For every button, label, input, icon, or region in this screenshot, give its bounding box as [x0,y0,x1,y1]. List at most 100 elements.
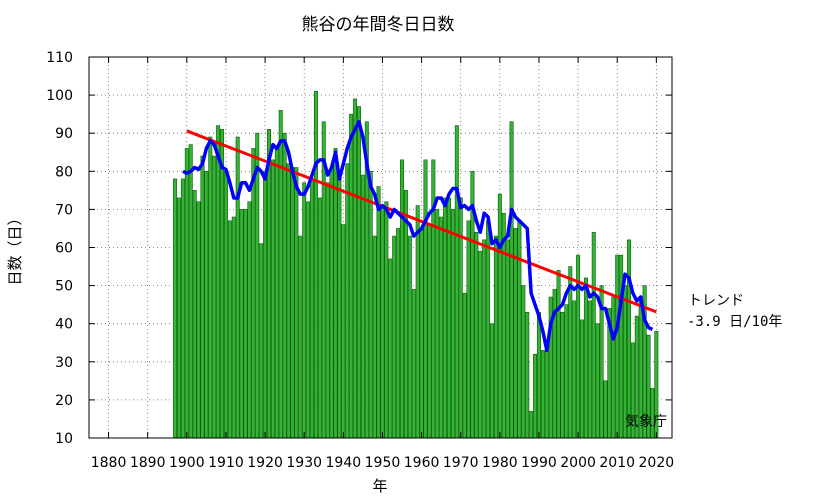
y-axis-label: 日数（日） [6,210,24,285]
bar-1910 [223,171,228,439]
y-tick-labels: 10 20 30 40 50 60 70 80 90 100 110 [46,50,73,447]
x-tick-label: 1880 [91,455,127,471]
bar-1920 [263,171,268,439]
bar-1944 [356,106,361,439]
x-tick-label: 1990 [521,455,557,471]
bar-1991 [540,350,545,439]
bar-1898 [177,197,181,439]
bar-1945 [360,174,365,439]
bar-1947 [368,171,373,439]
bar-1905 [204,171,209,439]
bar-1911 [227,220,232,439]
x-axis-label: 年 [372,477,387,495]
bar-1933 [313,90,318,439]
bar-1959 [415,205,420,439]
bar-1988 [529,411,534,439]
bar-1965 [439,216,444,439]
bar-1999 [572,300,577,439]
y-tick-label: 60 [55,241,73,257]
bar-1943 [353,98,358,439]
bar-1989 [533,353,538,439]
bar-1997 [564,304,569,439]
y-tick-label: 100 [46,88,73,104]
bar-2007 [603,380,608,439]
bar-1934 [317,197,322,439]
bar-1914 [239,209,244,439]
bar-1974 [474,231,479,439]
x-tick-label: 2020 [639,455,675,471]
bar-1964 [435,209,440,439]
bar-2009 [611,296,616,439]
bar-1930 [302,182,307,439]
bar-1927 [290,167,295,439]
bar-1938 [333,148,338,439]
bar-1954 [396,228,401,439]
x-tick-label: 1890 [130,455,166,471]
trend-line [186,129,657,314]
bar-2003 [587,300,592,439]
bar-1897 [173,178,178,439]
bar-1949 [376,186,381,439]
bar-1908 [216,125,221,439]
x-tick-label: 1930 [286,455,322,471]
y-tick-label: 10 [55,431,73,447]
x-tick-label: 2010 [599,455,635,471]
bar-1955 [400,159,404,439]
x-tick-label: 2000 [560,455,596,471]
bar-1916 [247,201,252,439]
bar-1929 [298,235,303,439]
bar-1968 [450,209,455,439]
trend-label: トレンド [688,293,744,309]
bar-2002 [583,277,588,439]
bar-1975 [478,251,483,439]
bar-1986 [521,285,526,439]
bar-1909 [220,129,225,439]
bar-1900 [184,148,189,439]
bar-1952 [388,258,393,439]
bar-1951 [384,201,389,439]
bar-1961 [423,159,428,439]
bar-1956 [403,190,408,439]
x-tick-label: 1960 [404,455,440,471]
bar-1932 [310,178,314,439]
bar-1948 [372,235,377,439]
bar-2004 [591,231,596,439]
bar-1913 [235,136,240,439]
chart-title: 熊谷の年間冬日日数 [302,15,455,35]
x-tick-label: 1970 [443,455,479,471]
y-tick-label: 20 [55,393,73,409]
bar-1918 [255,132,260,439]
bar-1912 [231,216,236,439]
bar-1921 [266,129,271,439]
bar-1942 [349,113,354,439]
bar-1903 [196,201,201,439]
bar-1983 [509,121,514,439]
x-tick-label: 1900 [169,455,205,471]
bar-1981 [501,212,506,439]
x-tick-label: 1920 [247,455,283,471]
bar-1998 [568,266,573,439]
bar-1907 [212,155,217,439]
plot-area [88,56,673,439]
bar-1971 [462,292,467,439]
bar-1996 [560,311,565,439]
x-tick-label: 1940 [326,455,362,471]
bar-1970 [458,197,463,439]
bar-1941 [345,163,350,439]
bar-1906 [208,136,213,439]
bar-2001 [580,319,584,439]
bar-1987 [525,311,530,439]
bar-1978 [490,323,494,439]
bar-1979 [493,235,498,439]
bar-1977 [486,220,491,439]
bar-1919 [259,243,264,439]
x-tick-label: 1980 [482,455,518,471]
bar-1923 [274,148,279,439]
bar-1990 [536,311,541,439]
moving-average-line [182,120,654,353]
bar-1899 [180,178,185,439]
bar-1931 [306,201,311,439]
x-tick-labels: 1880 1890 1900 1910 1920 1930 1940 1950 1960 1970… [91,455,674,471]
x-tick-label: 1950 [365,455,401,471]
